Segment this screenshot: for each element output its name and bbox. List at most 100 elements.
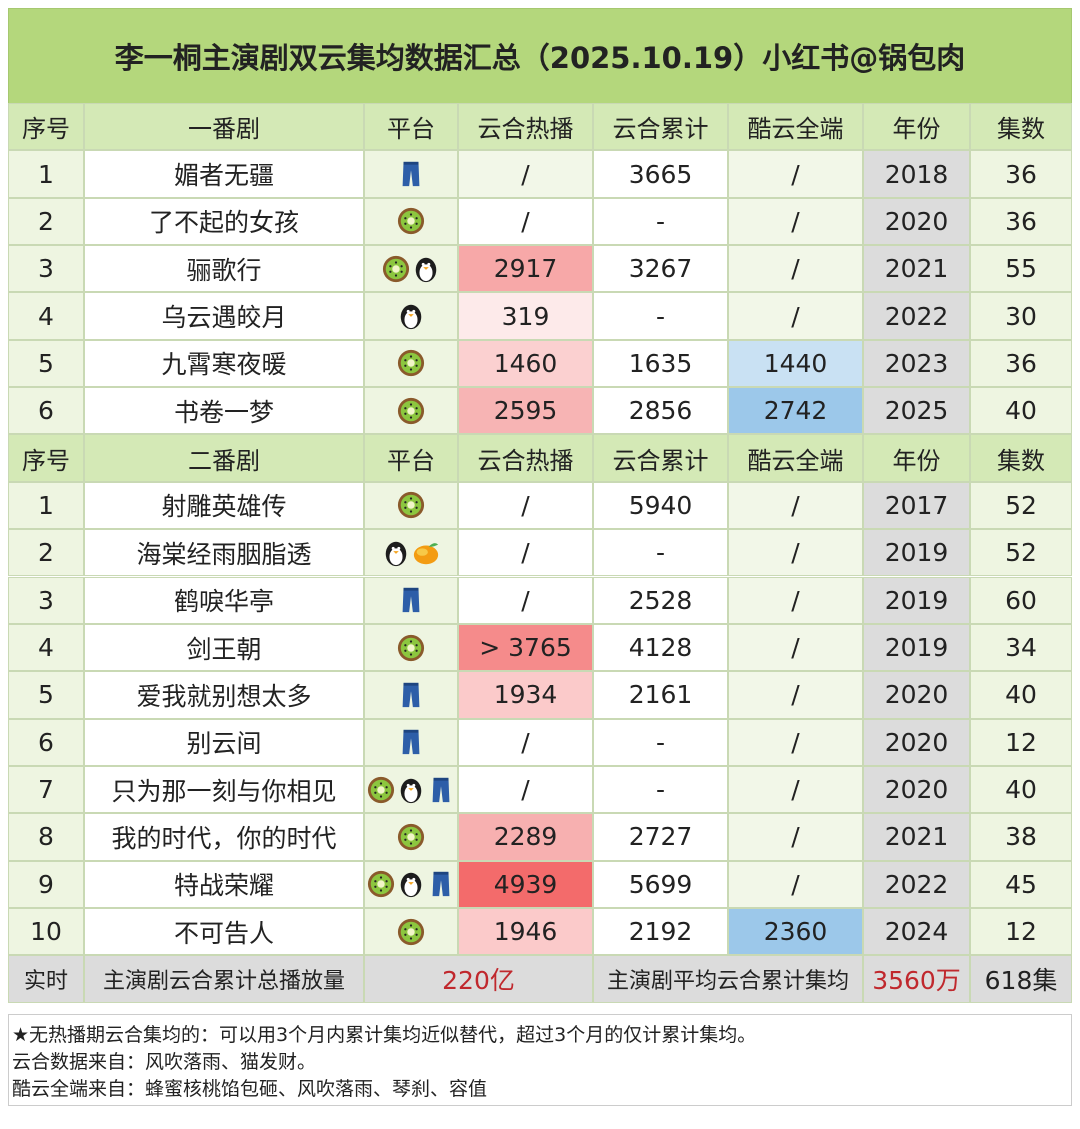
platform-cell	[364, 245, 458, 293]
platform-icon	[412, 255, 440, 283]
platform-icon	[412, 539, 440, 567]
table-cell: -	[593, 529, 728, 577]
platform-icon	[397, 681, 425, 709]
table-cell: /	[458, 765, 593, 814]
table-cell: 爱我就别想太多	[84, 671, 364, 719]
summary-value: 220亿	[364, 955, 593, 1004]
table-cell: 2020	[863, 197, 970, 246]
table-cell: 2024	[863, 907, 970, 956]
table-cell: 书卷一梦	[84, 387, 364, 435]
header-cell: 云合累计	[593, 103, 728, 151]
header-cell: 酷云全端	[728, 434, 863, 482]
table-cell: 了不起的女孩	[84, 197, 364, 246]
table-cell: /	[458, 197, 593, 246]
table-cell: -	[593, 765, 728, 814]
platform-cell	[364, 197, 458, 246]
table-cell: 2019	[863, 623, 970, 672]
table-cell: /	[728, 718, 863, 766]
table-cell: 乌云遇皎月	[84, 292, 364, 340]
table-cell: 2021	[863, 813, 970, 861]
title: 李一桐主演剧双云集均数据汇总（2025.10.19）小红书@锅包肉	[8, 8, 1072, 104]
table-cell: 1946	[458, 907, 593, 956]
table-cell: 12	[970, 907, 1072, 956]
table-cell: 1440	[728, 339, 863, 388]
platform-icon	[397, 302, 425, 330]
table-cell: 2023	[863, 339, 970, 388]
table-cell: 7	[8, 765, 84, 814]
table-cell: 38	[970, 813, 1072, 861]
table-cell: 鹤唳华亭	[84, 576, 364, 624]
header-cell: 一番剧	[84, 103, 364, 151]
table-cell: /	[728, 671, 863, 719]
note: 云合数据来自：风吹落雨、猫发财。	[12, 1051, 317, 1073]
table-cell: 34	[970, 623, 1072, 672]
table-cell: 2022	[863, 860, 970, 908]
platform-cell	[364, 765, 458, 814]
table-cell: 2192	[593, 907, 728, 956]
table-cell: 40	[970, 671, 1072, 719]
platform-icon	[397, 823, 425, 851]
header-cell: 年份	[863, 103, 970, 151]
table-cell: 55	[970, 245, 1072, 293]
table-cell: 36	[970, 150, 1072, 198]
table-cell: 海棠经雨胭脂透	[84, 529, 364, 577]
table-cell: /	[728, 813, 863, 861]
platform-icon	[427, 870, 455, 898]
table-cell: 只为那一刻与你相见	[84, 765, 364, 814]
table-cell: 36	[970, 197, 1072, 246]
table-cell: 别云间	[84, 718, 364, 766]
table-cell: 6	[8, 387, 84, 435]
table-cell: 3267	[593, 245, 728, 293]
table-cell: 8	[8, 813, 84, 861]
table-cell: 6	[8, 718, 84, 766]
platform-icon	[397, 634, 425, 662]
table-cell: 3665	[593, 150, 728, 198]
note: ★无热播期云合集均的：可以用3个月内累计集均近似替代，超过3个月的仅计累计集均。	[12, 1024, 757, 1046]
table-cell: 5	[8, 671, 84, 719]
table-cell: 2025	[863, 387, 970, 435]
note: 酷云全端来自：蜂蜜核桃馅包砸、风吹落雨、琴刹、容值	[12, 1078, 488, 1100]
header-cell: 云合热播	[458, 434, 593, 482]
table-cell: 2742	[728, 387, 863, 435]
platform-icon	[382, 539, 410, 567]
table-cell: 2020	[863, 765, 970, 814]
table-cell: 2856	[593, 387, 728, 435]
table-cell: 2727	[593, 813, 728, 861]
table-cell: /	[728, 150, 863, 198]
header-cell: 平台	[364, 434, 458, 482]
table-cell: /	[458, 529, 593, 577]
summary-cell: 主演剧云合累计总播放量	[84, 955, 364, 1004]
table-cell: 2019	[863, 576, 970, 624]
platform-cell	[364, 671, 458, 719]
table-cell: 2022	[863, 292, 970, 340]
table-cell: 52	[970, 481, 1072, 530]
header-cell: 云合热播	[458, 103, 593, 151]
platform-cell	[364, 339, 458, 388]
table-cell: 5699	[593, 860, 728, 908]
platform-icon	[397, 160, 425, 188]
table-cell: 骊歌行	[84, 245, 364, 293]
table-cell: 319	[458, 292, 593, 340]
table-cell: 36	[970, 339, 1072, 388]
platform-cell	[364, 907, 458, 956]
table-cell: 1	[8, 481, 84, 530]
table-cell: 2021	[863, 245, 970, 293]
header-cell: 序号	[8, 103, 84, 151]
platform-icon	[427, 776, 455, 804]
table-cell: 2528	[593, 576, 728, 624]
summary-value: 3560万	[863, 955, 970, 1004]
table-cell: 30	[970, 292, 1072, 340]
platform-icon	[382, 255, 410, 283]
platform-icon	[397, 918, 425, 946]
table-cell: 射雕英雄传	[84, 481, 364, 530]
header-cell: 二番剧	[84, 434, 364, 482]
table-cell: 45	[970, 860, 1072, 908]
summary-value: 618集	[970, 955, 1072, 1004]
table-cell: /	[728, 292, 863, 340]
platform-icon	[397, 586, 425, 614]
header-cell: 酷云全端	[728, 103, 863, 151]
table-cell: 2	[8, 197, 84, 246]
table-cell: 10	[8, 907, 84, 956]
table-cell: 我的时代，你的时代	[84, 813, 364, 861]
